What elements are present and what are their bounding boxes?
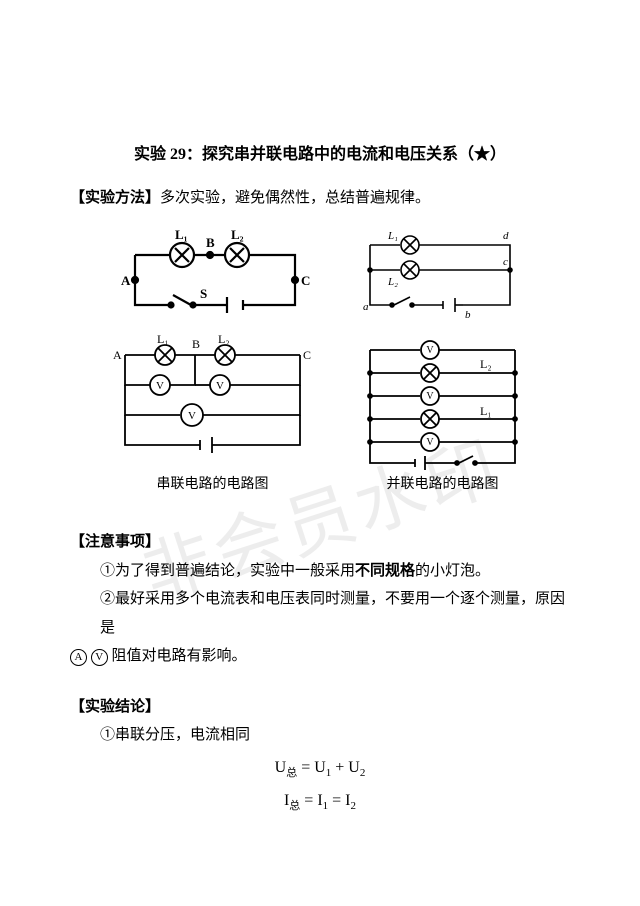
notes-line-3: A V 阻值对电路有影响。 [70,642,570,671]
notes-1-pre: ①为了得到普遍结论，实验中一般采用 [100,563,355,579]
notes-label: 【注意事项】 [70,528,570,557]
label-A: A [121,273,131,288]
svg-text:V: V [426,345,434,356]
svg-text:B: B [192,337,200,351]
notes-line-1: ①为了得到普遍结论，实验中一般采用不同规格的小灯泡。 [70,557,570,586]
formula-U: U总 = U1 + U2 [70,754,570,783]
figure-row-2: V V V L₁ L₂ A B C 串联电路的电路图 [110,335,530,499]
notes-1-bold: 不同规格 [355,563,415,579]
figure-row-1: L₁ L₂ B A C S [115,225,525,325]
conclusion-line-1: ①串联分压，电流相同 [70,721,570,750]
svg-text:C: C [303,348,311,362]
svg-text:a: a [363,301,369,313]
figures: L₁ L₂ B A C S [70,225,570,509]
svg-text:L₁: L₁ [157,335,169,346]
svg-text:d: d [503,230,509,242]
svg-text:V: V [188,410,196,422]
circuit-series-meters-wrap: V V V L₁ L₂ A B C 串联电路的电路图 [110,335,315,499]
circled-V-icon: V [91,649,108,666]
svg-text:V: V [156,380,164,392]
series-caption: 串联电路的电路图 [110,472,315,499]
svg-text:c: c [503,256,508,268]
conclusion-label: 【实验结论】 [70,693,570,722]
label-C: C [301,273,310,288]
circuit-parallel-basic: L₁ L₂ d c a b [355,225,525,325]
svg-text:V: V [216,380,224,392]
svg-text:V: V [426,437,434,448]
circled-A-icon: A [70,649,87,666]
page-title: 实验 29：探究串并联电路中的电流和电压关系（★） [70,140,570,170]
svg-text:A: A [113,348,122,362]
label-L2: L₂ [231,227,244,242]
parallel-caption: 并联电路的电路图 [355,472,530,499]
circuit-parallel-meters: V V V L₂ L₁ [355,335,530,470]
svg-text:L₂: L₂ [480,357,492,371]
notes-1-post: 的小灯泡。 [415,563,490,579]
label-B: B [206,235,215,250]
notes-line-2: ②最好采用多个电流表和电压表同时测量，不要用一个逐个测量，原因是 [70,585,570,642]
circuit-parallel-meters-wrap: V V V L₂ L₁ 并联电路的电路图 [355,335,530,499]
svg-text:L₁: L₁ [480,404,492,418]
method-line: 【实验方法】多次实验，避免偶然性，总结普遍规律。 [70,184,570,213]
svg-text:L₂: L₂ [218,335,230,346]
page: 实验 29：探究串并联电路中的电流和电压关系（★） 【实验方法】多次实验，避免偶… [0,0,640,856]
notes-3-post: 阻值对电路有影响。 [108,648,247,664]
circuit-series-meters: V V V L₁ L₂ A B C [110,335,315,470]
label-S: S [200,286,207,301]
svg-text:L₁: L₁ [387,230,398,242]
svg-text:L₂: L₂ [387,276,398,288]
method-text: 多次实验，避免偶然性，总结普遍规律。 [160,190,430,206]
svg-text:V: V [426,391,434,402]
method-label: 【实验方法】 [70,190,160,206]
label-L1: L₁ [175,227,188,242]
circuit-series-basic: L₁ L₂ B A C S [115,225,315,325]
svg-text:b: b [465,309,471,321]
formula-I: I总 = I1 = I2 [70,787,570,816]
